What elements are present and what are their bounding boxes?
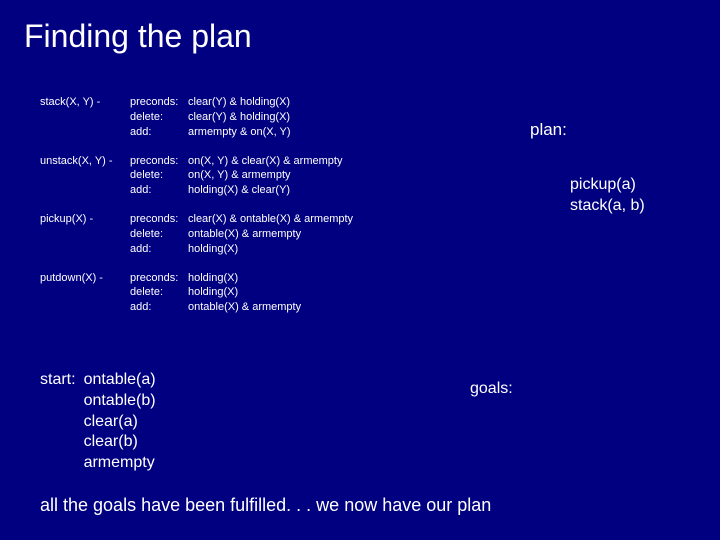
operator-putdown: putdown(X) - preconds: holding(X) delete… [40,271,353,316]
goals-label: goals: [470,380,513,398]
plan-step: pickup(a) [570,175,645,196]
op-key: delete: [130,168,188,183]
operators-section: stack(X, Y) - preconds: clear(Y) & holdi… [40,95,353,329]
op-name: putdown(X) - [40,271,130,286]
start-items: ontable(a) ontable(b) clear(a) clear(b) … [84,370,156,474]
plan-step: stack(a, b) [570,196,645,217]
op-val: ontable(X) & armempty [188,300,301,315]
start-label: start: [40,370,76,474]
op-key: add: [130,242,188,257]
op-val: armempty & on(X, Y) [188,125,291,140]
op-key: preconds: [130,271,188,286]
op-name: pickup(X) - [40,212,130,227]
op-key: preconds: [130,212,188,227]
start-item: clear(b) [84,432,156,453]
operator-unstack: unstack(X, Y) - preconds: on(X, Y) & cle… [40,154,353,199]
op-name: unstack(X, Y) - [40,154,130,169]
op-val: ontable(X) & armempty [188,227,301,242]
op-key: delete: [130,110,188,125]
start-item: ontable(b) [84,391,156,412]
op-val: holding(X) [188,242,238,257]
start-state: start: ontable(a) ontable(b) clear(a) cl… [40,370,156,474]
plan-steps: pickup(a) stack(a, b) [570,175,645,217]
plan-label: plan: [530,120,567,140]
start-item: armempty [84,453,156,474]
start-item: ontable(a) [84,370,156,391]
operator-stack: stack(X, Y) - preconds: clear(Y) & holdi… [40,95,353,140]
op-key: add: [130,183,188,198]
op-key: add: [130,300,188,315]
slide-title: Finding the plan [0,0,720,55]
op-name: stack(X, Y) - [40,95,130,110]
op-key: delete: [130,285,188,300]
op-val: clear(X) & ontable(X) & armempty [188,212,353,227]
op-val: holding(X) [188,271,238,286]
op-val: holding(X) [188,285,238,300]
start-item: clear(a) [84,412,156,433]
op-key: delete: [130,227,188,242]
op-val: clear(Y) & holding(X) [188,95,290,110]
op-val: clear(Y) & holding(X) [188,110,290,125]
op-val: on(X, Y) & armempty [188,168,291,183]
op-key: add: [130,125,188,140]
footer-text: all the goals have been fulfilled. . . w… [40,495,491,516]
op-key: preconds: [130,154,188,169]
op-key: preconds: [130,95,188,110]
op-val: holding(X) & clear(Y) [188,183,290,198]
op-val: on(X, Y) & clear(X) & armempty [188,154,342,169]
operator-pickup: pickup(X) - preconds: clear(X) & ontable… [40,212,353,257]
